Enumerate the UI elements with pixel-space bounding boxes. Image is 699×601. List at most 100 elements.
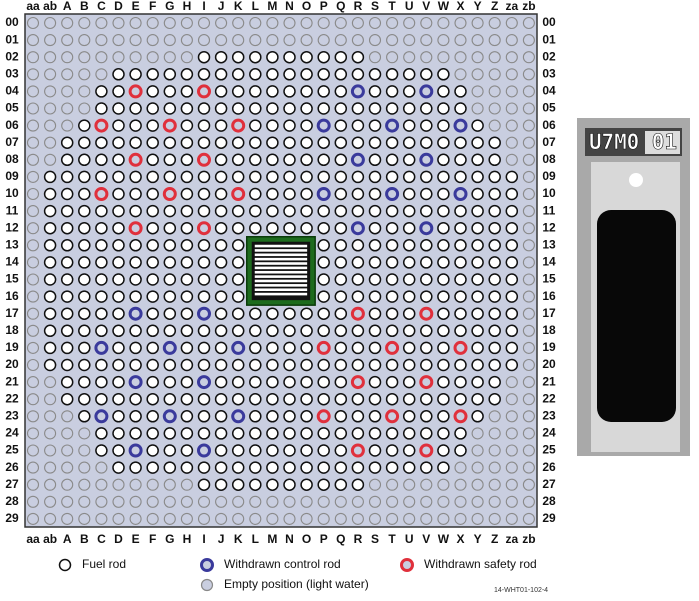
empty-position [522, 290, 535, 303]
empty-position [522, 393, 535, 406]
empty-position [197, 512, 211, 525]
fuel-position [249, 307, 262, 320]
fuel-position [505, 256, 519, 269]
fuel-position [454, 273, 467, 286]
empty-position [78, 478, 91, 491]
row-label-left: 19 [5, 340, 19, 354]
fuel-position [454, 358, 467, 372]
fuel-position [368, 341, 382, 355]
row-label-right: 09 [542, 169, 556, 183]
safety-position [453, 409, 468, 424]
empty-position [44, 136, 57, 149]
row-label-left: 23 [5, 408, 19, 422]
fuel-position [95, 170, 108, 184]
fuel-position [300, 341, 313, 355]
fuel-position [146, 204, 159, 218]
empty-position [522, 410, 535, 423]
empty-position [522, 495, 535, 508]
column-label-top: H [183, 0, 192, 13]
empty-position [78, 495, 91, 508]
empty-position [61, 478, 74, 491]
empty-position [522, 341, 535, 354]
fuel-position [300, 102, 313, 115]
fuel-position [437, 273, 450, 286]
empty-position [522, 16, 535, 30]
fuel-position [437, 102, 450, 115]
fuel-position [231, 461, 245, 474]
empty-position [180, 478, 193, 491]
fuel-position [60, 256, 74, 269]
fuel-position [112, 358, 125, 372]
fuel-position [231, 50, 245, 64]
empty-position [420, 495, 433, 508]
fuel-position [283, 478, 296, 491]
fuel-position [78, 324, 91, 338]
fuel-position [129, 410, 142, 423]
fuel-position [454, 170, 467, 184]
empty-position [386, 512, 399, 525]
column-label-bottom: C [97, 532, 106, 546]
empty-position [368, 495, 382, 508]
empty-position [61, 444, 74, 457]
empty-position [112, 34, 125, 47]
column-label-bottom: B [80, 532, 89, 546]
fuel-position [471, 204, 484, 218]
empty-position [26, 119, 40, 132]
empty-position [78, 102, 91, 115]
fuel-position [129, 341, 142, 355]
fuel-position [420, 187, 433, 201]
fuel-position [214, 204, 228, 218]
empty-position [522, 85, 535, 98]
empty-position [266, 16, 279, 30]
box-plate [254, 288, 308, 292]
figure-id: 14-WHT01-102-4 [494, 587, 548, 594]
fuel-position [368, 153, 382, 167]
fuel-position [420, 410, 433, 423]
fuel-position [317, 290, 330, 303]
grid-labels: aaaaababAABBCCDDEEFFGGHHIIJJKKLLMMNNOOPP… [5, 0, 556, 546]
column-label-top: L [252, 0, 259, 13]
fuel-position [402, 221, 416, 235]
fuel-position [249, 375, 262, 389]
fuel-position [197, 273, 211, 286]
fuel-position [402, 239, 416, 252]
fuel-position [180, 85, 194, 98]
fuel-position [437, 461, 450, 474]
fuel-position [454, 102, 467, 115]
row-label-right: 04 [542, 84, 556, 98]
legend-fuel-icon [58, 558, 72, 572]
fuel-position [231, 290, 245, 303]
fuel-position [146, 324, 159, 338]
fuel-position [334, 102, 348, 115]
fuel-position [78, 221, 91, 235]
empty-position [129, 34, 142, 47]
fuel-position [249, 358, 262, 372]
fuel-position [317, 478, 330, 491]
legend-control-icon [200, 558, 214, 572]
empty-position [471, 427, 484, 440]
fuel-position [300, 461, 313, 474]
fuel-position [385, 290, 399, 303]
fuel-position [197, 256, 211, 269]
fuel-position [334, 410, 348, 423]
fuel-position [249, 461, 262, 474]
fuel-position [454, 153, 467, 167]
row-label-right: 01 [542, 32, 556, 46]
empty-position [26, 153, 40, 166]
fuel-position [385, 102, 399, 115]
fuel-position [197, 187, 211, 201]
fuel-position [129, 324, 142, 338]
fuel-position [283, 341, 296, 355]
fuel-position [420, 102, 433, 115]
empty-position [505, 85, 518, 98]
empty-position [471, 34, 484, 47]
fuel-position [180, 119, 194, 132]
fuel-position [351, 358, 365, 372]
fuel-position [505, 221, 519, 235]
fuel-position [454, 256, 467, 269]
fuel-position [317, 324, 330, 338]
column-label-bottom: R [354, 532, 363, 546]
fuel-position [351, 341, 365, 355]
safety-position [350, 443, 365, 458]
empty-position [26, 34, 40, 47]
